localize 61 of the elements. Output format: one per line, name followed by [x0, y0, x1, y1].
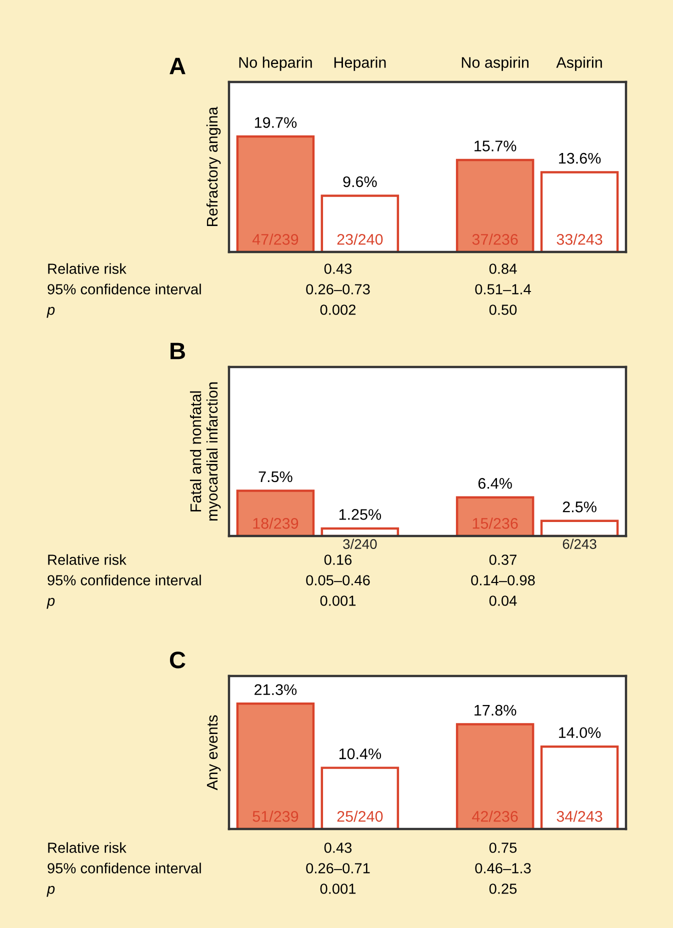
- text: 95% confidence interval: [48, 284, 201, 294]
- x-tick-label: No aspirin: [462, 56, 528, 71]
- annotation: 34/243: [556, 810, 602, 822]
- chart-title: C: [170, 652, 186, 668]
- annotation: 25/240: [337, 810, 383, 822]
- data-label: 13.6%: [559, 152, 601, 164]
- text: 0.43: [324, 842, 352, 853]
- text: 95% confidence interval: [48, 862, 201, 874]
- annotation: 3/240: [343, 538, 377, 549]
- data-label: 2.5%: [562, 502, 596, 512]
- text: 0.05–0.46: [306, 575, 370, 586]
- text: 0.04: [489, 596, 517, 606]
- annotation: 42/236: [472, 810, 518, 822]
- data-label: 7.5%: [258, 471, 292, 482]
- text: 0.43: [324, 264, 352, 274]
- text: 0.25: [489, 884, 517, 894]
- text: 0.75: [489, 842, 517, 853]
- text: 95% confidence interval: [48, 574, 201, 586]
- annotation: 37/236: [472, 234, 518, 245]
- text: Relative risk: [48, 842, 126, 853]
- annotation: 18/239: [253, 518, 298, 529]
- text: 0.84: [489, 264, 517, 274]
- y-axis-title: Refractory angina: [206, 106, 221, 226]
- text: Relative risk: [48, 263, 126, 274]
- annotation: 47/239: [252, 234, 298, 245]
- data-label: 14.0%: [559, 727, 601, 738]
- text: p: [46, 598, 55, 609]
- annotation: 15/236: [472, 518, 518, 529]
- x-tick-label: Heparin: [334, 56, 386, 71]
- data-label: 9.6%: [343, 176, 377, 188]
- data-label: 15.7%: [474, 140, 516, 152]
- data-label: 1.25%: [339, 509, 382, 520]
- x-tick-label: No heparin: [239, 56, 312, 71]
- text: Relative risk: [48, 554, 126, 565]
- chart-title: A: [170, 58, 186, 74]
- y-axis-title: Fatal and nonfatal myocardial infarction: [190, 382, 221, 521]
- data-label: 10.4%: [339, 748, 382, 760]
- data-label: 19.7%: [254, 117, 297, 128]
- annotation: 6/243: [562, 538, 596, 549]
- data-label: 21.3%: [254, 684, 297, 696]
- text: 0.14–0.98: [471, 575, 535, 586]
- text: 0.51–1.4: [475, 284, 531, 294]
- data-label: 17.8%: [474, 704, 516, 716]
- text: 0.50: [489, 304, 517, 315]
- text: 0.16: [324, 554, 352, 565]
- y-axis-title: Any events: [206, 715, 221, 790]
- annotation: 33/243: [556, 234, 602, 245]
- text: 0.46–1.3: [475, 863, 531, 874]
- text: p: [46, 886, 55, 897]
- annotation: 51/239: [252, 810, 298, 822]
- data-label: 6.4%: [478, 478, 512, 489]
- text: 0.001: [320, 884, 356, 894]
- text: 0.26–0.71: [306, 863, 370, 874]
- chart-title: B: [170, 342, 185, 360]
- text: p: [46, 306, 55, 318]
- x-tick-label: Aspirin: [556, 56, 602, 71]
- text: 0.26–0.73: [306, 284, 370, 294]
- annotation: 23/240: [337, 234, 383, 245]
- text: 0.002: [320, 304, 356, 315]
- text: 0.001: [320, 596, 356, 606]
- text: 0.37: [489, 554, 516, 565]
